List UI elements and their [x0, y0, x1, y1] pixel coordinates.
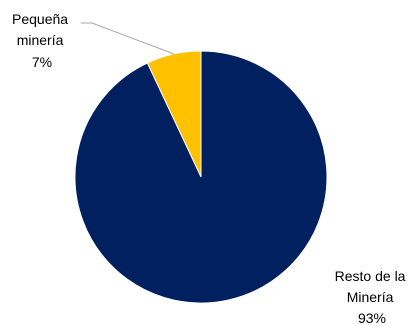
pie-slices [74, 50, 328, 304]
slice-value-label: 93% [358, 310, 386, 325]
leader-line-pequena-mineria [81, 22, 175, 55]
slice-label-line: minería [17, 32, 64, 48]
slice-value-label: 7% [32, 54, 52, 70]
slice-label-line: Resto de la [335, 268, 406, 284]
data-label-resto-de-la-mineria: Resto de la Minería 93% [335, 268, 410, 325]
data-label-pequena-mineria: Pequeña minería 7% [12, 11, 72, 70]
slice-label-line: Pequeña [12, 11, 68, 27]
pie-slice-1 [74, 50, 328, 304]
slice-label-line: Minería [347, 289, 394, 305]
